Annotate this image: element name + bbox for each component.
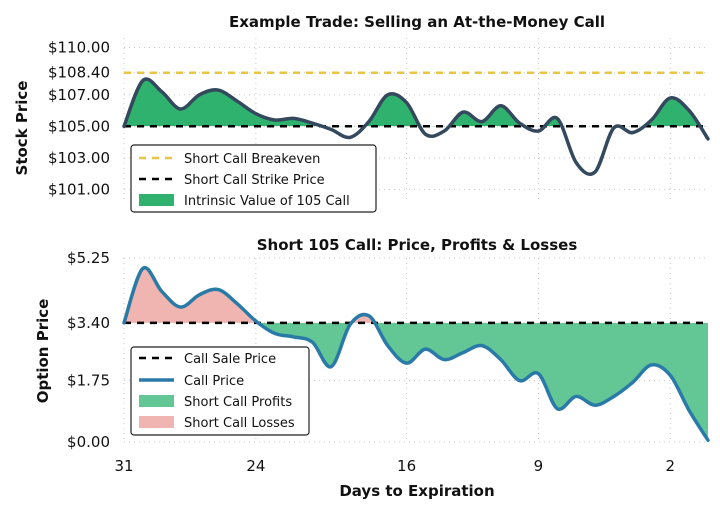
top-reference-lines bbox=[124, 71, 708, 128]
y-tick-label: $105.00 bbox=[48, 117, 110, 135]
bottom-grid bbox=[123, 257, 708, 443]
top-legend: Short Call Breakeven Short Call Strike P… bbox=[130, 144, 377, 213]
profit-area bbox=[124, 322, 708, 441]
legend-strike-label: Short Call Strike Price bbox=[184, 173, 325, 188]
y-tick-label: $110.00 bbox=[48, 38, 110, 56]
option-price-chart: Short 105 Call: Price, Profits & Losses … bbox=[34, 236, 710, 500]
legend-intrinsic-label: Intrinsic Value of 105 Call bbox=[184, 194, 350, 209]
y-tick-label: $103.00 bbox=[48, 149, 110, 167]
bottom-x-ticks: 31 24 16 9 2 bbox=[114, 457, 675, 475]
legend-profit-label: Short Call Profits bbox=[184, 395, 292, 410]
y-tick-label: $107.00 bbox=[48, 86, 110, 104]
stock-price-path bbox=[122, 77, 710, 176]
legend-call-price-label: Call Price bbox=[184, 374, 244, 389]
top-chart-ylabel: Stock Price bbox=[13, 81, 31, 176]
call-price-path bbox=[122, 265, 710, 442]
legend-sale-price-label: Call Sale Price bbox=[184, 352, 276, 367]
y-tick-label: $1.75 bbox=[67, 372, 110, 390]
legend-profit-swatch bbox=[139, 395, 174, 407]
top-legend-box bbox=[130, 144, 377, 213]
bottom-legend: Call Sale Price Call Price Short Call Pr… bbox=[130, 346, 310, 436]
legend-breakeven-label: Short Call Breakeven bbox=[184, 152, 320, 167]
x-tick-label: 31 bbox=[114, 457, 133, 475]
y-tick-label: $5.25 bbox=[67, 249, 110, 267]
y-tick-label: $0.00 bbox=[67, 433, 110, 451]
call-price-line bbox=[122, 265, 710, 442]
bottom-chart-title: Short 105 Call: Price, Profits & Losses bbox=[257, 236, 578, 254]
legend-loss-swatch bbox=[139, 416, 174, 428]
loss-area bbox=[124, 267, 375, 323]
x-tick-label: 9 bbox=[534, 457, 544, 475]
bottom-chart-ylabel: Option Price bbox=[34, 299, 52, 404]
profit-loss-fill bbox=[124, 267, 708, 441]
bottom-chart-xlabel: Days to Expiration bbox=[339, 482, 494, 500]
x-tick-label: 16 bbox=[397, 457, 416, 475]
bottom-y-ticks: $0.00 $1.75 $3.40 $5.25 bbox=[67, 249, 110, 451]
y-tick-label: $108.40 bbox=[48, 64, 110, 82]
bottom-legend-box bbox=[130, 346, 310, 436]
stock-price-chart: Example Trade: Selling an At-the-Money C… bbox=[13, 13, 710, 213]
stock-price-line bbox=[122, 77, 710, 176]
y-tick-label: $101.00 bbox=[48, 180, 110, 198]
x-tick-label: 2 bbox=[666, 457, 676, 475]
top-chart-title: Example Trade: Selling an At-the-Money C… bbox=[229, 13, 605, 31]
legend-loss-label: Short Call Losses bbox=[184, 416, 295, 431]
legend-intrinsic-swatch bbox=[139, 194, 174, 206]
top-y-ticks: $101.00 $103.00 $105.00 $107.00 $108.40 $110.… bbox=[48, 38, 110, 198]
x-tick-label: 24 bbox=[246, 457, 265, 475]
y-tick-label: $3.40 bbox=[67, 314, 110, 332]
